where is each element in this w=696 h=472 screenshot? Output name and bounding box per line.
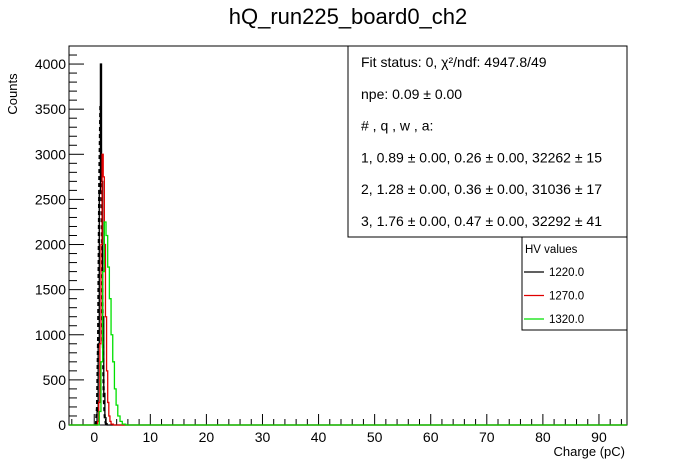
y-tick-label: 2000 bbox=[35, 237, 66, 253]
stats-lines: Fit status: 0, χ²/ndf: 4947.8/49 npe: 0.0… bbox=[361, 54, 602, 229]
chart-title: hQ_run225_board0_ch2 bbox=[229, 4, 468, 29]
series-line-1320.0 bbox=[69, 221, 627, 426]
stats-line: 1, 0.89 ± 0.00, 0.26 ± 0.00, 32262 ± 15 bbox=[361, 149, 602, 165]
stats-line: # , q , w , a: bbox=[361, 118, 433, 134]
x-tick-label: 30 bbox=[255, 429, 271, 445]
legend-entries: 1220.0 1270.0 1320.0 bbox=[524, 267, 584, 326]
legend-entry-label: 1320.0 bbox=[549, 314, 584, 326]
y-tick-label: 500 bbox=[43, 372, 67, 388]
y-tick-label: 1500 bbox=[35, 282, 66, 298]
x-tick-label: 80 bbox=[535, 429, 551, 445]
y-tick-label: 4000 bbox=[35, 56, 66, 72]
stats-line: 2, 1.28 ± 0.00, 0.36 ± 0.00, 31036 ± 17 bbox=[361, 181, 602, 197]
legend-title: HV values bbox=[525, 244, 578, 256]
y-tick-label: 2500 bbox=[35, 191, 66, 207]
stats-line: Fit status: 0, χ²/ndf: 4947.8/49 bbox=[361, 54, 547, 70]
legend-entry-label: 1270.0 bbox=[549, 291, 584, 303]
legend: HV values 1220.0 1270.0 1320.0 bbox=[521, 236, 628, 331]
y-tick-label: 1000 bbox=[35, 327, 66, 343]
y-tick-label: 3000 bbox=[35, 146, 66, 162]
y-tick-label: 0 bbox=[58, 417, 66, 433]
y-axis: 0 500 1000 1500 2000 2500 3000 3500 4000 bbox=[35, 45, 84, 433]
legend-entry-label: 1220.0 bbox=[549, 267, 584, 279]
x-tick-label: 50 bbox=[367, 429, 383, 445]
stats-box: Fit status: 0, χ²/ndf: 4947.8/49 npe: 0.0… bbox=[347, 45, 628, 238]
stats-line: 3, 1.76 ± 0.00, 0.47 ± 0.00, 32292 ± 41 bbox=[361, 213, 602, 229]
x-tick-label: 10 bbox=[143, 429, 159, 445]
x-tick-label: 90 bbox=[591, 429, 607, 445]
x-tick-label: 20 bbox=[199, 429, 215, 445]
y-axis-label: Counts bbox=[5, 73, 20, 115]
x-tick-label: 0 bbox=[90, 429, 98, 445]
plot-area bbox=[69, 63, 627, 426]
x-tick-label: 60 bbox=[423, 429, 439, 445]
x-axis: 0 10 20 30 40 50 60 70 80 90 bbox=[71, 414, 622, 445]
y-tick-label: 3500 bbox=[35, 101, 66, 117]
x-tick-label: 40 bbox=[311, 429, 327, 445]
legend-frame bbox=[521, 236, 628, 331]
x-tick-label: 70 bbox=[479, 429, 495, 445]
stats-line: npe: 0.09 ± 0.00 bbox=[361, 86, 462, 102]
stats-box-frame bbox=[347, 45, 628, 238]
x-axis-label: Charge (pC) bbox=[553, 444, 625, 459]
